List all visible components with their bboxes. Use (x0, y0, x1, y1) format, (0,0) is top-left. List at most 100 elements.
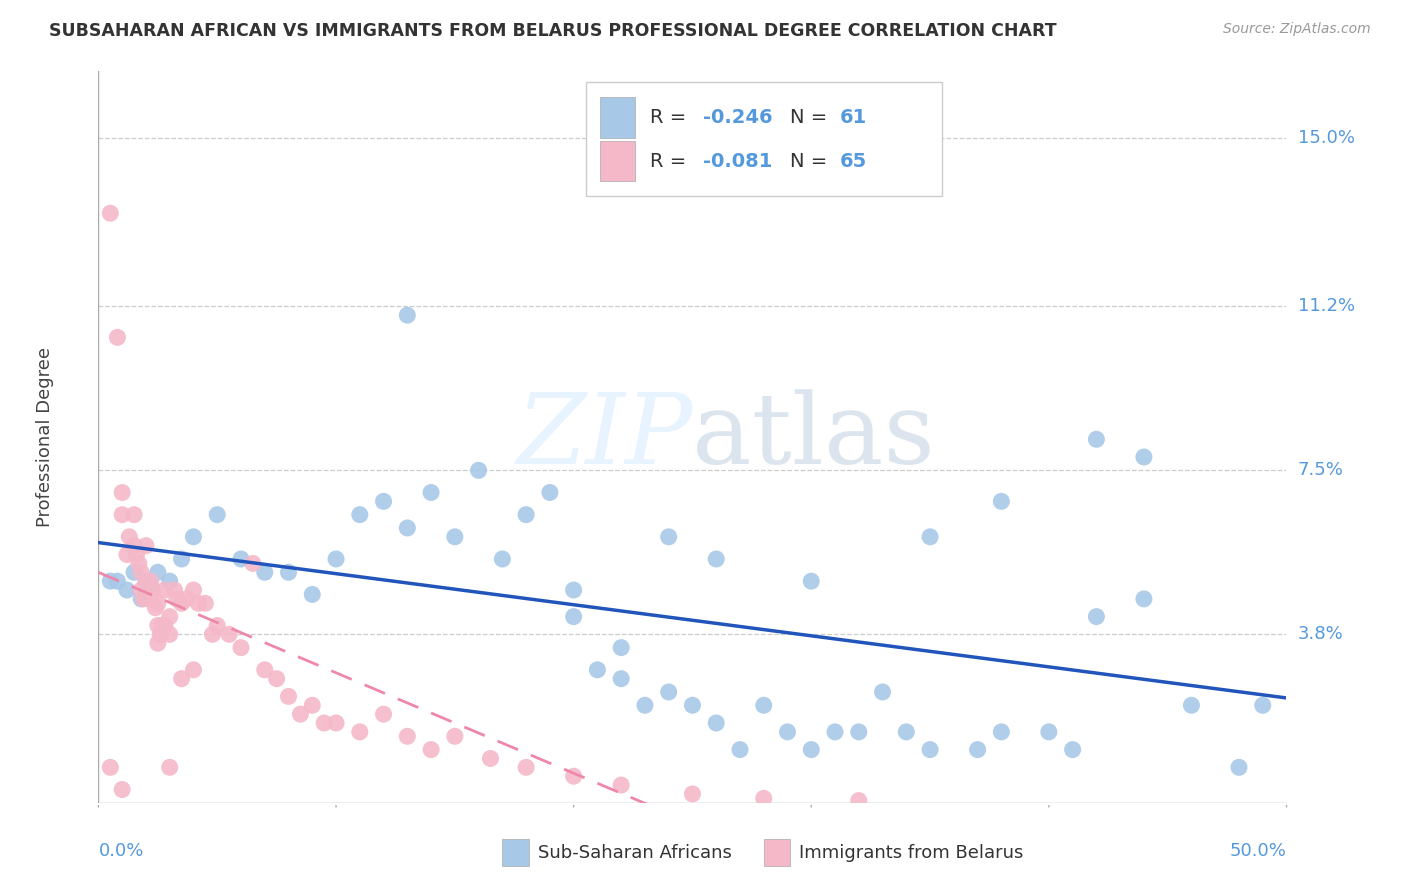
Point (159, 609, 181, 624)
Point (800, 574, 823, 589)
Text: 15.0%: 15.0% (1298, 128, 1354, 147)
Point (515, 508, 537, 522)
Point (136, 591, 159, 606)
Point (752, 791, 775, 805)
Text: Source: ZipAtlas.com: Source: ZipAtlas.com (1223, 22, 1371, 37)
Point (139, 591, 162, 606)
Bar (502, 838, 529, 866)
Point (183, 663, 205, 677)
Point (290, 707, 312, 722)
Text: Sub-Saharan Africans: Sub-Saharan Africans (538, 844, 733, 862)
Point (229, 640, 252, 655)
Point (122, 566, 145, 580)
Point (98, 206, 121, 220)
Text: 50.0%: 50.0% (1230, 842, 1286, 860)
Point (107, 330, 129, 344)
Point (98, 760, 121, 774)
Point (152, 618, 174, 632)
Text: 3.8%: 3.8% (1298, 625, 1343, 643)
Point (681, 787, 703, 801)
Text: -0.246: -0.246 (703, 108, 773, 127)
Point (139, 578, 162, 592)
Point (107, 574, 129, 589)
Point (159, 760, 181, 774)
Point (349, 724, 371, 739)
Bar (600, 141, 636, 181)
Point (896, 724, 918, 739)
Point (1227, 760, 1250, 774)
Point (562, 609, 585, 624)
Text: 61: 61 (839, 108, 868, 127)
Text: SUBSAHARAN AFRICAN VS IMMIGRANTS FROM BELARUS PROFESSIONAL DEGREE CORRELATION CH: SUBSAHARAN AFRICAN VS IMMIGRANTS FROM BE… (49, 22, 1057, 40)
Bar (763, 838, 790, 866)
Point (301, 587, 323, 601)
Point (135, 574, 157, 589)
Point (966, 742, 988, 756)
Point (229, 552, 252, 566)
Text: R =: R = (650, 108, 692, 127)
Text: 65: 65 (839, 152, 868, 171)
Point (562, 582, 585, 597)
Point (752, 698, 775, 713)
Point (325, 716, 347, 731)
Point (149, 627, 172, 641)
Point (800, 742, 823, 756)
Point (111, 508, 134, 522)
Point (132, 591, 155, 606)
Point (1062, 742, 1084, 756)
Point (1085, 432, 1108, 446)
Point (253, 566, 276, 580)
Point (153, 582, 176, 597)
Point (776, 724, 799, 739)
Point (920, 530, 942, 544)
Point (166, 591, 188, 606)
Text: Immigrants from Belarus: Immigrants from Belarus (800, 844, 1024, 862)
Point (396, 308, 419, 322)
Point (444, 530, 467, 544)
Point (146, 596, 169, 610)
Point (1251, 698, 1274, 713)
Point (115, 548, 138, 562)
Text: atlas: atlas (692, 389, 935, 485)
Point (872, 685, 894, 699)
Point (479, 751, 502, 765)
Point (139, 574, 162, 589)
Point (218, 627, 240, 641)
Point (128, 557, 150, 571)
Point (118, 530, 141, 544)
Point (183, 582, 205, 597)
Bar (600, 97, 636, 137)
Point (704, 716, 727, 731)
Point (349, 508, 371, 522)
Point (610, 640, 633, 655)
Point (98, 574, 121, 589)
Point (142, 582, 165, 597)
Point (207, 508, 229, 522)
Point (467, 463, 489, 477)
Point (586, 663, 609, 677)
Point (183, 530, 205, 544)
Text: 0.0%: 0.0% (98, 842, 143, 860)
Point (848, 724, 870, 739)
Point (373, 707, 395, 722)
Point (704, 552, 727, 566)
Point (277, 566, 299, 580)
Point (325, 552, 347, 566)
Point (170, 596, 193, 610)
Text: R =: R = (650, 152, 692, 171)
Point (111, 485, 134, 500)
Point (728, 742, 751, 756)
Point (111, 782, 134, 797)
Point (1038, 724, 1060, 739)
Point (159, 574, 181, 589)
Point (990, 494, 1012, 508)
Point (658, 530, 681, 544)
Point (135, 539, 157, 553)
Point (538, 485, 561, 500)
Text: ZIP: ZIP (516, 390, 692, 484)
Point (314, 716, 336, 731)
Point (920, 742, 942, 756)
Point (1133, 450, 1156, 464)
Point (420, 485, 443, 500)
Point (301, 698, 323, 713)
